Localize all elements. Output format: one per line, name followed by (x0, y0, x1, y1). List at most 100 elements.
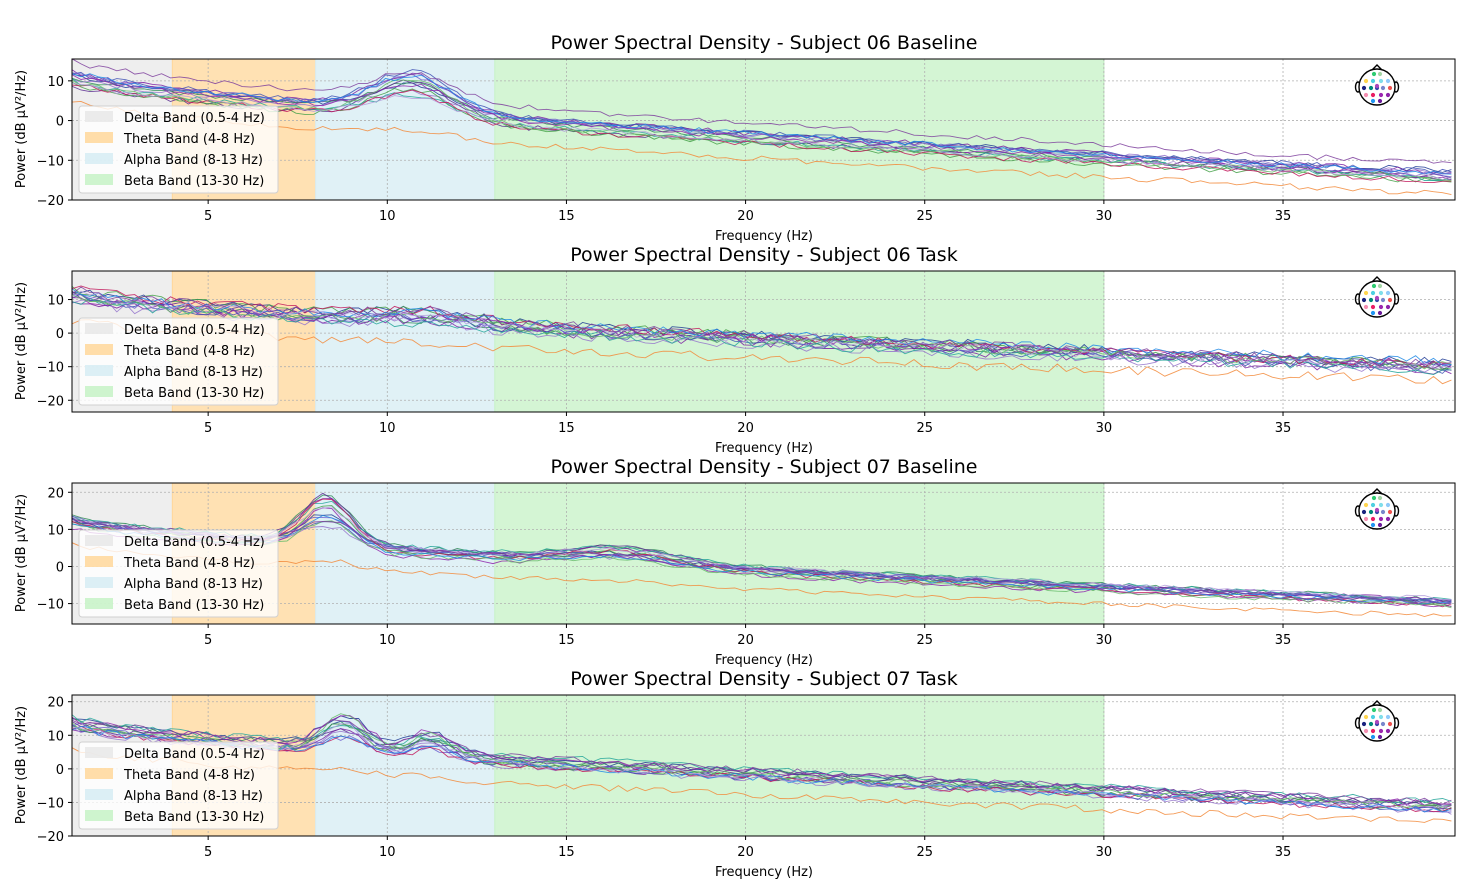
sensor-dot (1361, 509, 1367, 515)
channel-line-11 (72, 715, 1452, 806)
y-tick-label: 0 (56, 560, 64, 575)
legend-box (78, 741, 279, 830)
sensor-dot (1363, 516, 1369, 522)
legend-swatch-3 (85, 153, 113, 164)
y-tick-label: 0 (56, 763, 64, 778)
sensor-dot (1371, 283, 1377, 289)
legend-swatch-1 (85, 111, 113, 122)
x-tick-label: 35 (1275, 845, 1292, 860)
channel-line-16 (72, 747, 1452, 823)
y-tick-label: −10 (37, 154, 64, 169)
sensor-dot (1374, 295, 1380, 301)
sensor-dot (1361, 721, 1367, 727)
axes-frame (71, 270, 1456, 413)
y-tick-label: 10 (47, 75, 64, 90)
head-nose (1371, 488, 1383, 495)
plot-area: 5 10 15 20 25 30 35 10 0 −10 −20 Delta Band (0.5-4 … (37, 270, 1456, 436)
legend-swatch-1 (85, 323, 113, 334)
sensor-dot (1380, 297, 1386, 303)
axes-frame (71, 694, 1456, 837)
sensor-dot (1387, 85, 1393, 91)
sensor-dot (1380, 509, 1386, 515)
sensor-dot (1370, 78, 1376, 84)
sensor-dot (1378, 78, 1384, 84)
y-tick-label: 20 (47, 696, 64, 711)
sensor-dot (1363, 304, 1369, 310)
sensor-dot (1361, 297, 1367, 303)
x-tick-label: 15 (558, 633, 575, 648)
legend-label-1: Delta Band (0.5-4 Hz) (124, 747, 265, 762)
psd-panel-4: Power Spectral Density - Subject 07 Task… (14, 668, 1456, 880)
x-tick-label: 15 (558, 845, 575, 860)
sensor-dot (1370, 516, 1376, 522)
sensor-head-icon (1354, 488, 1400, 530)
legend-label-4: Beta Band (13-30 Hz) (124, 598, 264, 613)
legend-swatch-3 (85, 365, 113, 376)
y-axis-label: Power (dB µV²/Hz) (14, 494, 29, 612)
legend-box (78, 317, 279, 406)
legend-swatch-3 (85, 577, 113, 588)
x-tick-label: 25 (916, 845, 933, 860)
x-axis-label: Frequency (Hz) (715, 653, 813, 668)
sensor-dot (1385, 502, 1391, 508)
x-axis-label: Frequency (Hz) (715, 865, 813, 880)
sensor-dot (1374, 507, 1380, 513)
sensor-dot (1385, 304, 1391, 310)
legend-swatch-1 (85, 747, 113, 758)
y-tick-label: 10 (47, 729, 64, 744)
sensor-head-icon (1354, 276, 1400, 318)
sensor-dot (1378, 92, 1384, 98)
y-tick-label: 0 (56, 115, 64, 130)
sensor-dot (1385, 92, 1391, 98)
sensor-dot (1370, 310, 1376, 316)
panel-title: Power Spectral Density - Subject 07 Base… (551, 456, 978, 478)
sensor-dot (1387, 721, 1393, 727)
legend-label-3: Alpha Band (8-13 Hz) (124, 577, 263, 592)
x-tick-label: 5 (204, 209, 212, 224)
legend-label-3: Alpha Band (8-13 Hz) (124, 153, 263, 168)
channel-line-5 (72, 727, 1452, 815)
sensor-dot (1374, 719, 1380, 725)
legend-swatch-1 (85, 535, 113, 546)
sensor-dot (1361, 85, 1367, 91)
sensor-dot (1370, 98, 1376, 104)
panel-title: Power Spectral Density - Subject 06 Task (570, 244, 957, 266)
plot-area: 5 10 15 20 25 30 35 20 10 0 −10 Delta Band (0.5-4 H… (37, 482, 1456, 648)
legend-label-4: Beta Band (13-30 Hz) (124, 386, 264, 401)
y-tick-label: −20 (37, 194, 64, 209)
panel-title: Power Spectral Density - Subject 06 Base… (551, 32, 978, 54)
channel-line-14 (72, 723, 1452, 812)
axes-frame (71, 58, 1456, 201)
legend-label-1: Delta Band (0.5-4 Hz) (124, 111, 265, 126)
channel-line-16 (72, 100, 1452, 196)
sensor-dot (1377, 283, 1383, 289)
y-tick-label: −10 (37, 796, 64, 811)
legend-swatch-2 (85, 132, 113, 143)
head-nose (1371, 700, 1383, 707)
sensor-dot (1377, 98, 1383, 104)
legend: Delta Band (0.5-4 Hz) Theta Band (4-8 Hz)… (78, 105, 279, 194)
legend-swatch-3 (85, 789, 113, 800)
psd-panel-2: Power Spectral Density - Subject 06 Task… (14, 244, 1456, 456)
x-tick-label: 5 (204, 421, 212, 436)
sensor-dot (1378, 714, 1384, 720)
x-tick-label: 30 (1096, 209, 1113, 224)
channel-line-15 (72, 719, 1452, 805)
channel-line-16 (72, 319, 1452, 385)
sensor-dot (1370, 92, 1376, 98)
legend-swatch-2 (85, 768, 113, 779)
sensor-head-icon (1354, 64, 1400, 106)
axes-frame (71, 482, 1456, 625)
sensor-dot (1385, 78, 1391, 84)
head-nose (1371, 276, 1383, 283)
sensor-dot (1377, 707, 1383, 713)
sensor-dot (1377, 71, 1383, 77)
channel-line-13 (72, 288, 1452, 366)
band-shade-4 (494, 695, 1104, 836)
sensor-dot (1370, 728, 1376, 734)
sensor-dot (1370, 522, 1376, 528)
sensor-dot (1363, 78, 1369, 84)
channel-line-8 (72, 714, 1452, 804)
legend-label-3: Alpha Band (8-13 Hz) (124, 789, 263, 804)
